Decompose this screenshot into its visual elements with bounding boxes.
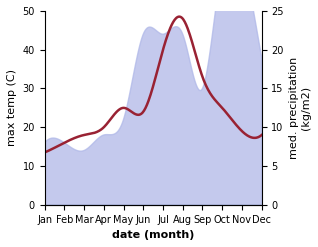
- Y-axis label: max temp (C): max temp (C): [7, 69, 17, 146]
- Y-axis label: med. precipitation
(kg/m2): med. precipitation (kg/m2): [289, 57, 311, 159]
- X-axis label: date (month): date (month): [112, 230, 194, 240]
